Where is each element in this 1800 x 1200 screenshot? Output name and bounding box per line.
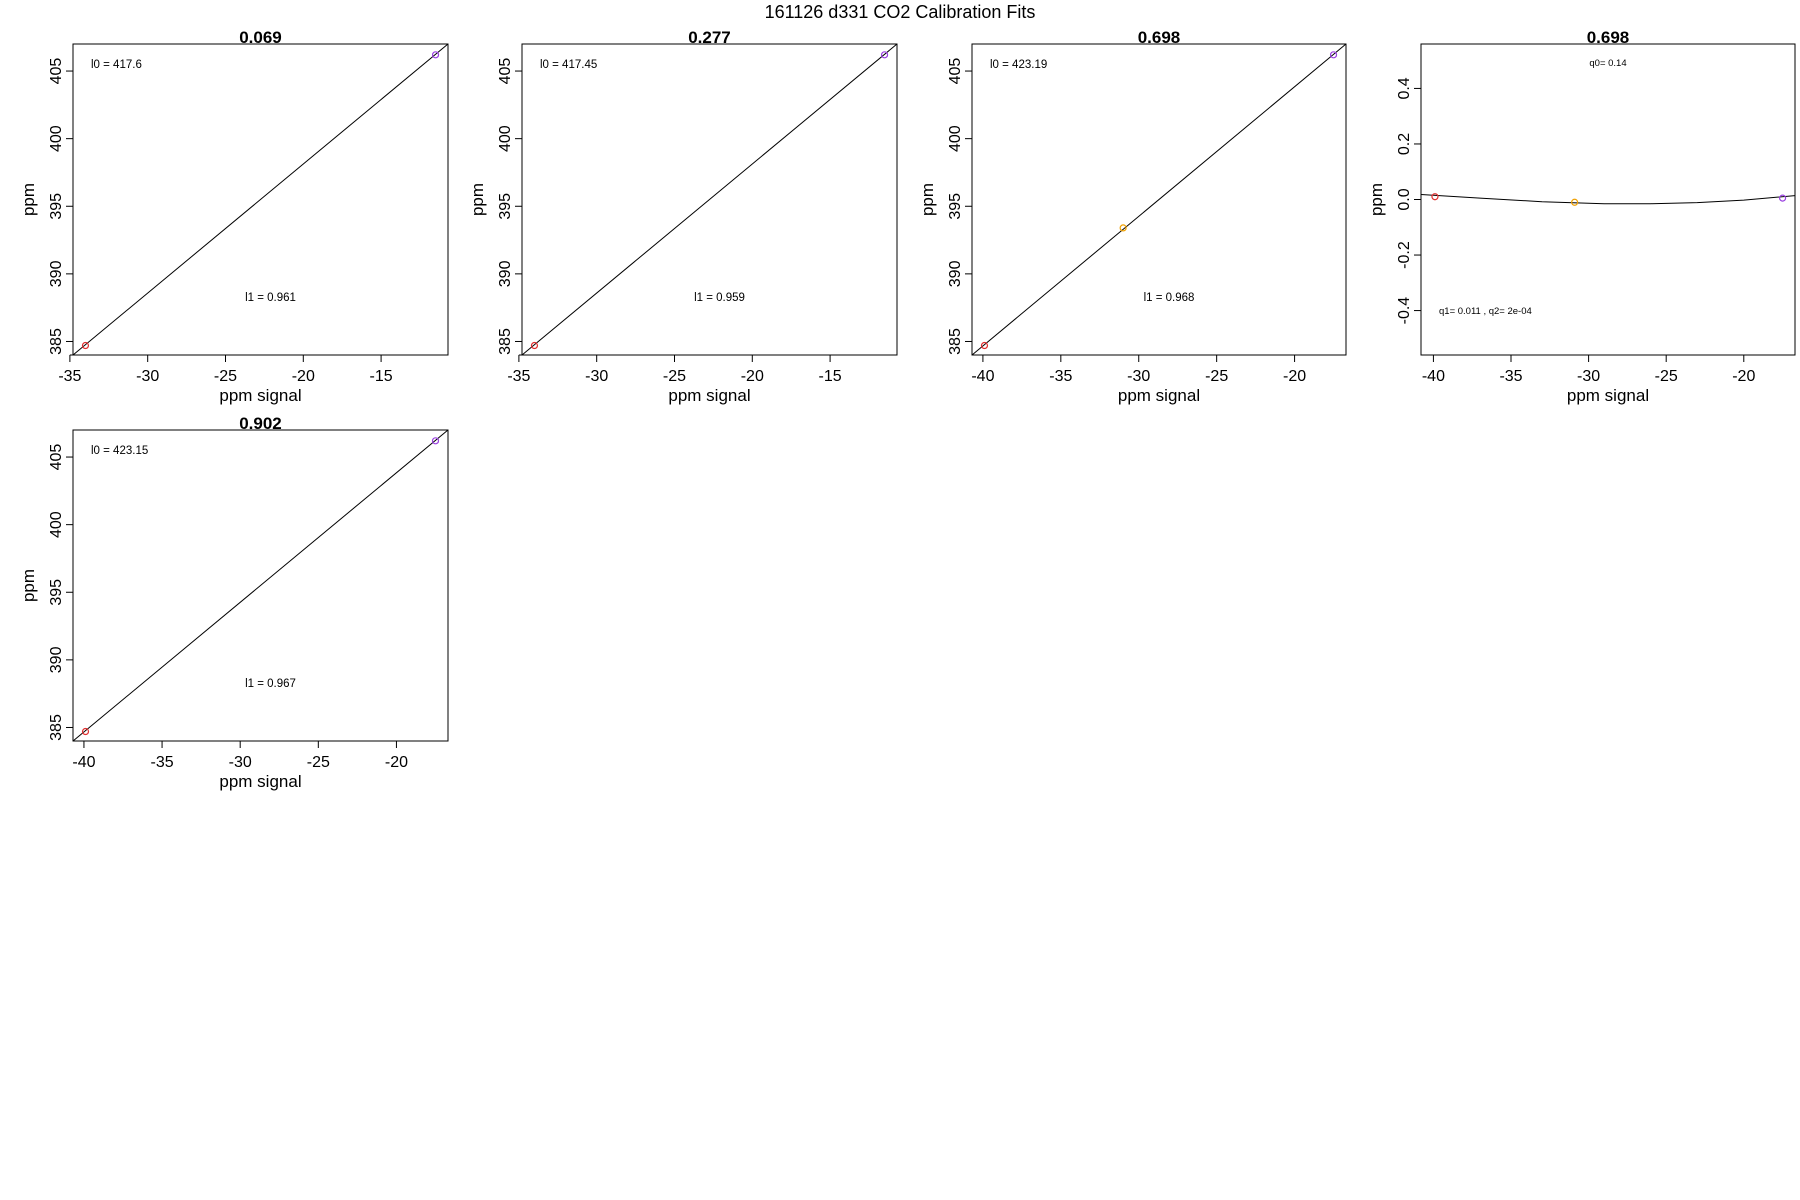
panel-title: 0.698 — [1587, 28, 1630, 47]
x-tick-label: -40 — [971, 368, 994, 385]
chart-panel-2: 0.277 -35 -30 -25 -20 -15 385 390 395 400 405 ppm s… — [468, 28, 898, 405]
annotation-slope: l1 = 0.961 — [245, 292, 296, 304]
panel-title: 0.069 — [239, 28, 282, 47]
data-point — [1778, 194, 1787, 202]
annotation-q1q2: q1= 0.011 , q2= 2e-04 — [1439, 306, 1532, 317]
y-tick-label: 405 — [497, 58, 514, 85]
data-point — [1119, 224, 1127, 232]
y-tick-label: 395 — [48, 579, 65, 606]
x-tick-label: -35 — [1499, 368, 1522, 385]
annotation-intercept: l0 = 423.19 — [990, 59, 1047, 71]
y-tick-label: 400 — [48, 511, 65, 538]
x-tick-label: -20 — [741, 368, 764, 385]
y-axis-label: ppm — [19, 569, 38, 602]
panel-title: 0.698 — [1138, 28, 1181, 47]
chart-panel-3: 0.698 -40 -35 -30 -25 -20 385 390 395 400 405 ppm s… — [918, 28, 1347, 405]
data-point — [81, 341, 90, 350]
y-tick-label: 0.0 — [1396, 188, 1413, 210]
y-tick-label: 400 — [48, 125, 65, 152]
y-tick-label: 385 — [48, 714, 65, 741]
x-tick-label: -40 — [1422, 368, 1445, 385]
y-tick-label: -0.2 — [1396, 241, 1413, 269]
data-point — [1571, 198, 1579, 206]
x-tick-label: -35 — [1049, 368, 1072, 385]
chart-panel-5: 0.902 -40 -35 -30 -25 -20 385 390 395 400 405 ppm s… — [19, 414, 449, 791]
x-tick-label: -30 — [585, 368, 608, 385]
x-tick-label: -25 — [214, 368, 237, 385]
fit-curve — [1421, 194, 1795, 205]
x-tick-label: -20 — [1283, 368, 1306, 385]
y-tick-label: 0.2 — [1396, 133, 1413, 155]
y-axis-label: ppm — [19, 183, 38, 216]
y-tick-label: 395 — [497, 193, 514, 220]
x-tick-label: -20 — [292, 368, 315, 385]
y-axis-label: ppm — [1367, 183, 1386, 216]
x-tick-label: -15 — [370, 368, 393, 385]
y-tick-label: 395 — [48, 193, 65, 220]
annotation-slope: l1 = 0.959 — [694, 292, 745, 304]
x-tick-label: -40 — [72, 754, 95, 771]
y-tick-label: 405 — [48, 444, 65, 471]
x-tick-label: -25 — [1205, 368, 1228, 385]
data-point — [1329, 51, 1338, 59]
data-point — [431, 51, 440, 59]
y-tick-label: 385 — [497, 328, 514, 355]
y-axis-label: ppm — [918, 183, 937, 216]
x-tick-label: -35 — [58, 368, 81, 385]
y-tick-label: 405 — [947, 58, 964, 85]
y-tick-label: 390 — [48, 260, 65, 287]
fit-line — [73, 44, 448, 355]
x-axis-label: ppm signal — [1118, 386, 1200, 405]
x-tick-label: -25 — [1655, 368, 1678, 385]
chart-panel-1: 0.069 -35 -30 -25 -20 -15 385 390 395 400 405 ppm s… — [19, 28, 449, 405]
x-tick-label: -25 — [307, 754, 330, 771]
x-tick-label: -30 — [1127, 368, 1150, 385]
data-point — [431, 437, 440, 445]
x-axis-label: ppm signal — [219, 772, 301, 791]
annotation-intercept: l0 = 417.6 — [91, 59, 142, 71]
panel-title: 0.277 — [688, 28, 731, 47]
x-tick-label: -30 — [1577, 368, 1600, 385]
panel-title: 0.902 — [239, 414, 282, 433]
y-tick-label: 390 — [497, 260, 514, 287]
y-tick-label: 385 — [947, 328, 964, 355]
x-tick-label: -15 — [819, 368, 842, 385]
data-point — [1431, 193, 1439, 201]
y-tick-label: 390 — [48, 646, 65, 673]
y-tick-label: 385 — [48, 328, 65, 355]
chart-panel-4: 0.698 -40 -35 -30 -25 -20 -0.4 -0.2 0.0 0.2 0.4 ppm… — [1367, 28, 1796, 405]
x-axis-label: ppm signal — [1567, 386, 1649, 405]
fit-line — [522, 44, 897, 355]
x-tick-label: -30 — [229, 754, 252, 771]
fit-line — [972, 44, 1346, 355]
x-axis-label: ppm signal — [668, 386, 750, 405]
y-tick-label: 400 — [497, 125, 514, 152]
x-tick-label: -35 — [151, 754, 174, 771]
y-tick-label: 405 — [48, 58, 65, 85]
figure-title: 161126 d331 CO2 Calibration Fits — [765, 2, 1036, 22]
x-tick-label: -20 — [385, 754, 408, 771]
annotation-q0: q0= 0.14 — [1589, 58, 1626, 69]
x-tick-label: -20 — [1732, 368, 1755, 385]
y-tick-label: 395 — [947, 193, 964, 220]
annotation-intercept: l0 = 417.45 — [540, 59, 597, 71]
y-axis-label: ppm — [468, 183, 487, 216]
y-tick-label: 400 — [947, 125, 964, 152]
annotation-slope: l1 = 0.968 — [1144, 292, 1195, 304]
data-point — [980, 341, 989, 350]
x-tick-label: -25 — [663, 368, 686, 385]
y-tick-label: -0.4 — [1396, 297, 1413, 325]
y-tick-label: 0.4 — [1396, 77, 1413, 99]
fit-line — [73, 430, 448, 741]
annotation-intercept: l0 = 423.15 — [91, 445, 148, 457]
data-point — [81, 727, 90, 736]
data-point — [530, 341, 539, 350]
data-point — [880, 51, 889, 59]
y-tick-label: 390 — [947, 260, 964, 287]
x-tick-label: -30 — [136, 368, 159, 385]
annotation-slope: l1 = 0.967 — [245, 678, 296, 690]
x-axis-label: ppm signal — [219, 386, 301, 405]
x-tick-label: -35 — [507, 368, 530, 385]
